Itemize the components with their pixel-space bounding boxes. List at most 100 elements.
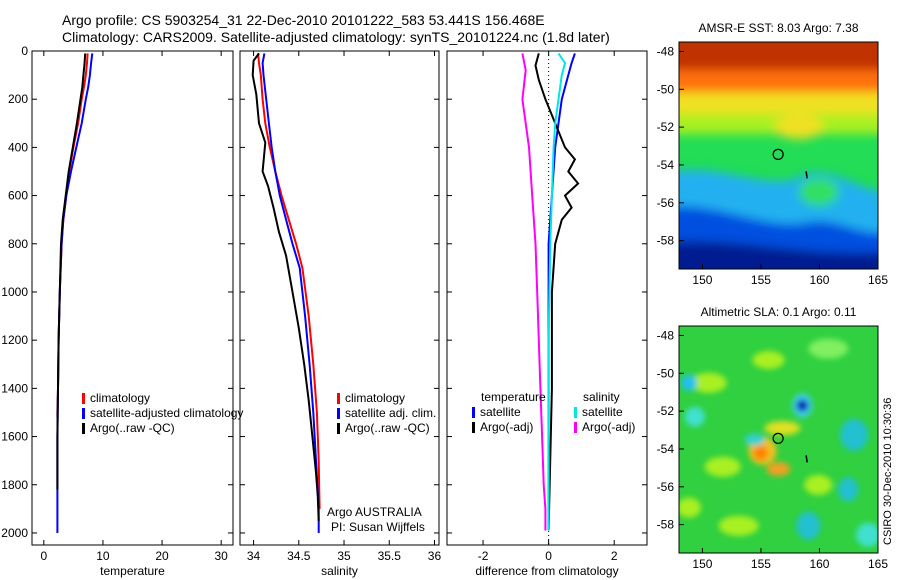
satellite-maps: 150 155 160 165 -48 -50 -52 -54 -56 -58 AMSR-E SST… xyxy=(657,21,889,571)
legend-label: Argo(-adj) xyxy=(582,420,635,434)
profile-panel-salinity: 34 34.5 35 35.5 36 salinity xyxy=(239,50,442,578)
profile-panel-temperature: 0 10 20 30 temperature 0 200 400 600 800 1000 1200 1… xyxy=(1,44,234,578)
annotation-institution: Argo AUSTRALIA xyxy=(327,505,422,519)
map-x-tick-label: 155 xyxy=(751,273,771,287)
y-tick-label: 2000 xyxy=(1,526,28,540)
legend-label: Argo(..raw -QC) xyxy=(345,421,430,435)
map-title: Altimetric SLA: 0.1 Argo: 0.11 xyxy=(701,305,857,319)
legend-swatch-black xyxy=(82,423,85,434)
sla-field-shapes xyxy=(679,338,878,547)
sla-anomaly-blob xyxy=(840,418,869,451)
annotation-pi: PI: Susan Wijffels xyxy=(331,520,425,534)
map-y-tick-label: -48 xyxy=(657,328,675,342)
sst-orange-band xyxy=(679,70,878,92)
float-track-mark xyxy=(805,171,808,179)
map-x-tick-label: 155 xyxy=(751,557,771,571)
x-tick-label: 0 xyxy=(545,549,552,563)
sst-field-shapes xyxy=(679,42,878,269)
y-tick-label: 600 xyxy=(8,189,28,203)
argo-position-marker xyxy=(772,432,784,444)
map-frame xyxy=(678,325,879,554)
series-line-black xyxy=(56,53,87,490)
sla-anomaly-blob xyxy=(804,474,833,495)
sla-anomaly-blob xyxy=(766,462,791,477)
sla-anomaly-blob xyxy=(684,406,705,427)
map-y-tick-label: -48 xyxy=(657,44,675,58)
sla-anomaly-blob xyxy=(753,446,768,461)
y-tick-label: 1400 xyxy=(1,381,28,395)
y-tick-label: 200 xyxy=(8,92,28,106)
legend-label: satellite xyxy=(480,405,521,419)
legend-label: satellite xyxy=(582,405,623,419)
legend-swatch-red xyxy=(82,393,85,404)
series-line-black xyxy=(251,52,320,521)
x-tick-label: 2 xyxy=(611,549,618,563)
sst-warm-band xyxy=(679,42,878,70)
map-y-tick-label: -52 xyxy=(657,120,675,134)
sla-anomaly-blob xyxy=(856,522,878,547)
map-field xyxy=(679,326,878,553)
map-y-tick-label: -54 xyxy=(657,442,675,456)
sla-anomaly-blob xyxy=(680,374,697,391)
series-line-blue xyxy=(261,53,320,533)
x-tick-label: 10 xyxy=(96,549,110,563)
series-line-cyan xyxy=(547,52,567,531)
sst-yellow-band xyxy=(679,92,878,114)
legend-swatch-cyan xyxy=(574,407,577,418)
map-y-tick-label: -50 xyxy=(657,366,675,380)
x-tick-label: 35.5 xyxy=(378,549,402,563)
legend-group-header: temperature xyxy=(481,390,546,404)
plot-frame xyxy=(239,50,440,546)
map-title: AMSR-E SST: 8.03 Argo: 7.38 xyxy=(698,21,858,35)
legend-difference: temperaturesatelliteArgo(-adj)salinitysa… xyxy=(472,390,635,434)
x-tick-label: 34 xyxy=(247,549,261,563)
y-tick-label: 800 xyxy=(8,237,28,251)
map-x-tick-label: 160 xyxy=(809,557,829,571)
map-panel-altimetric-sla-map: 150 155 160 165 -48 -50 -52 -54 -56 -58 Altimetric… xyxy=(657,305,889,571)
x-tick-label: 30 xyxy=(214,549,228,563)
y-tick-label: 1200 xyxy=(1,333,28,347)
y-tick-label: 1600 xyxy=(1,430,28,444)
x-axis-label: salinity xyxy=(321,564,358,578)
legend-label: satellite adj. clim. xyxy=(345,406,436,420)
legend-swatch-black xyxy=(337,423,340,434)
legend-label: climatology xyxy=(345,391,405,405)
x-tick-label: 20 xyxy=(155,549,169,563)
legend-group-header: salinity xyxy=(583,390,620,404)
legend-swatch-blue xyxy=(337,408,340,419)
sla-anomaly-blob xyxy=(764,421,801,436)
sla-anomaly-blob xyxy=(752,351,785,370)
series-line-black xyxy=(534,53,580,531)
legend-label: satellite-adjusted climatology xyxy=(90,406,243,420)
plot-frame xyxy=(31,50,234,546)
sla-anomaly-blob xyxy=(704,456,741,477)
legend-label: climatology xyxy=(90,391,150,405)
argo-position-marker xyxy=(772,148,784,160)
map-x-tick-label: 160 xyxy=(809,273,829,287)
sla-anomaly-blob xyxy=(718,515,759,536)
legend-swatch-black xyxy=(472,422,475,433)
y-tick-label: 0 xyxy=(21,44,28,58)
map-x-tick-label: 150 xyxy=(692,273,712,287)
map-y-tick-label: -58 xyxy=(657,234,675,248)
sla-anomaly-blob xyxy=(679,497,701,518)
legend-label: Argo(-adj) xyxy=(480,420,533,434)
sst-coldest-region xyxy=(679,241,878,269)
x-axis-label: difference from climatology xyxy=(475,564,618,578)
sla-anomaly-blob xyxy=(796,511,821,540)
map-field xyxy=(679,42,878,269)
x-tick-label: -2 xyxy=(478,549,489,563)
legend-swatch-blue xyxy=(472,407,475,418)
series-line-magenta xyxy=(521,53,547,531)
map-y-tick-label: -50 xyxy=(657,82,675,96)
float-track-mark xyxy=(805,455,808,463)
legend-swatch-red xyxy=(337,393,340,404)
profile-plots: 0 10 20 30temperature0200400600800100012001… xyxy=(1,44,648,578)
sst-warm-patch xyxy=(774,115,824,139)
sla-anomaly-blob xyxy=(690,372,727,393)
x-tick-label: 35 xyxy=(337,549,351,563)
legend-swatch-blue xyxy=(82,408,85,419)
x-tick-label: 36 xyxy=(428,549,442,563)
